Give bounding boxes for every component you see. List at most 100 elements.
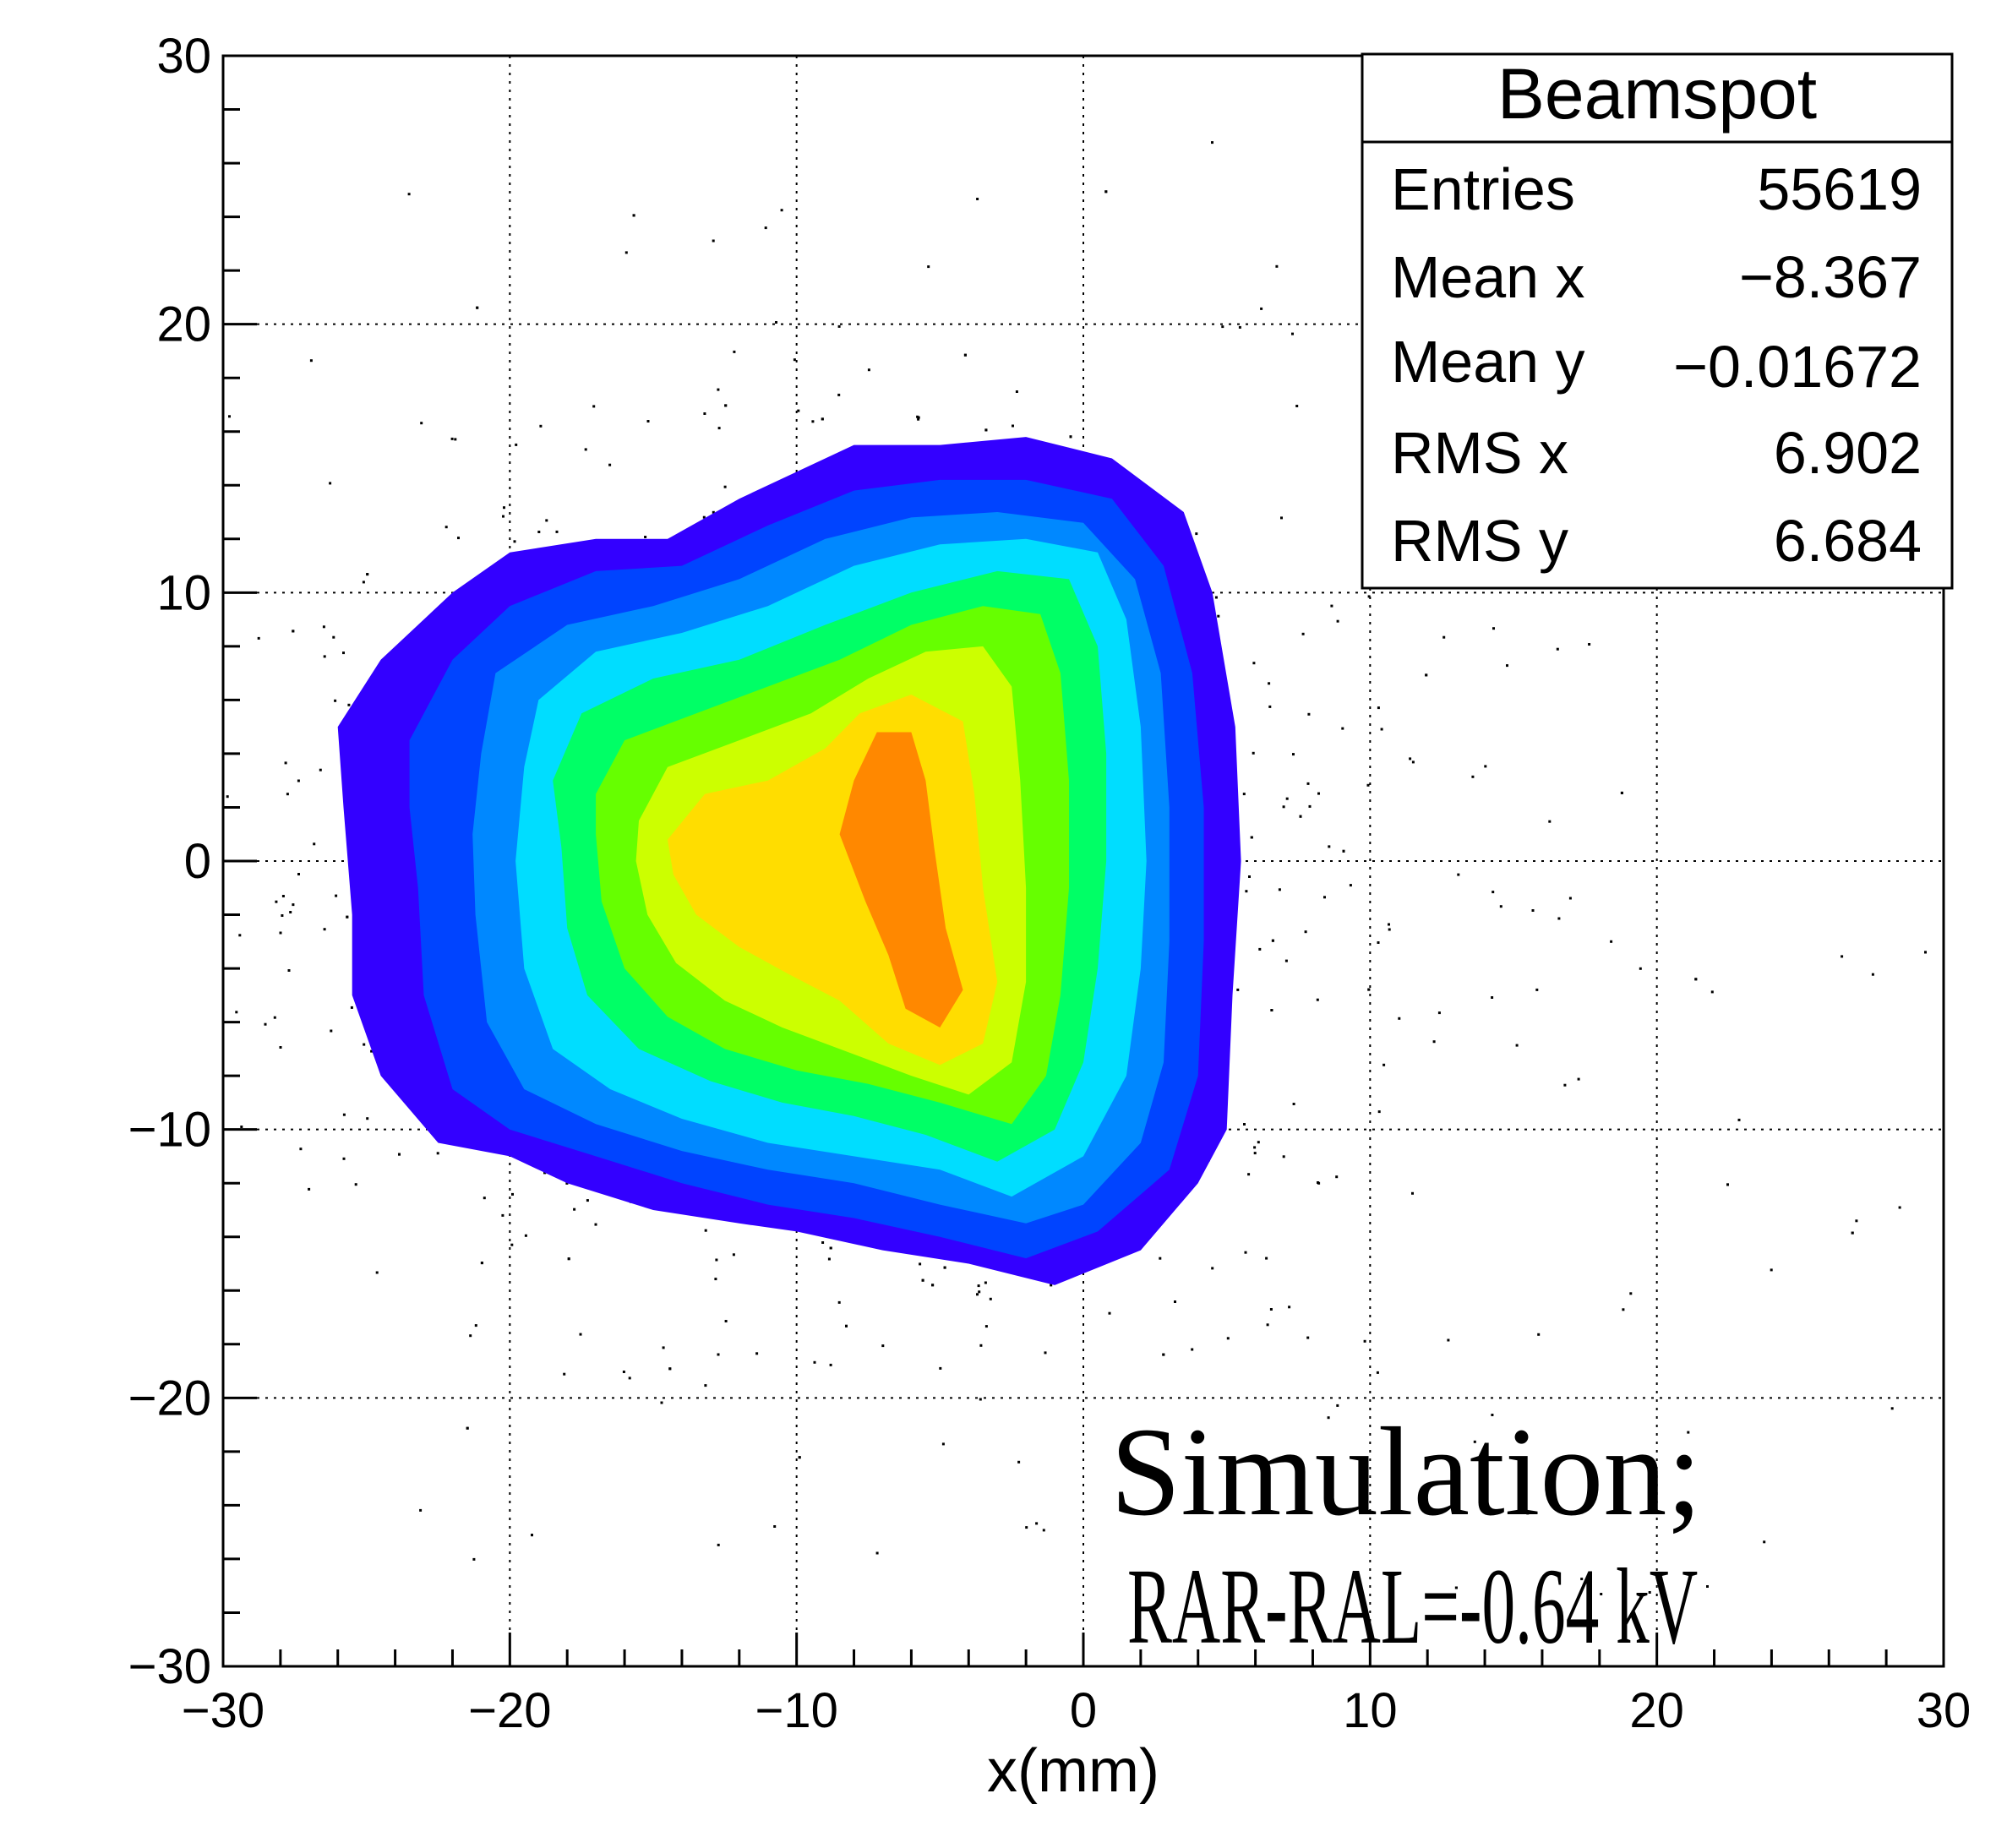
y-tick-label: 10 bbox=[156, 565, 211, 620]
scatter-point bbox=[1044, 1351, 1047, 1355]
scatter-point bbox=[1492, 627, 1495, 630]
scatter-point bbox=[1266, 1323, 1269, 1327]
scatter-point bbox=[1275, 264, 1279, 268]
scatter-point bbox=[592, 405, 596, 408]
scatter-point bbox=[1295, 405, 1299, 407]
scatter-point bbox=[927, 265, 930, 269]
scatter-point bbox=[297, 873, 300, 875]
scatter-point bbox=[780, 209, 783, 212]
scatter-point bbox=[1491, 996, 1494, 999]
scatter-point bbox=[292, 903, 295, 907]
scatter-point bbox=[1247, 1173, 1251, 1176]
scatter-point bbox=[732, 1253, 735, 1257]
scatter-point bbox=[867, 368, 870, 372]
scatter-point bbox=[1531, 909, 1535, 912]
scatter-point bbox=[1270, 1009, 1273, 1011]
scatter-point bbox=[469, 1334, 472, 1338]
y-tick-label: 0 bbox=[184, 834, 211, 889]
scatter-point bbox=[1042, 1529, 1045, 1532]
scatter-point bbox=[1285, 797, 1289, 800]
scatter-point bbox=[1284, 959, 1288, 962]
scatter-point bbox=[989, 1297, 992, 1300]
scatter-point bbox=[1017, 1460, 1021, 1464]
scatter-point bbox=[1257, 1141, 1260, 1144]
scatter-point bbox=[1454, 1586, 1458, 1589]
scatter-point bbox=[457, 537, 460, 540]
stats-label-mean-y: Mean y bbox=[1391, 329, 1585, 395]
scatter-point bbox=[323, 928, 326, 931]
scatter-point bbox=[1211, 1267, 1214, 1270]
scatter-point bbox=[297, 779, 300, 782]
scatter-point bbox=[436, 1152, 439, 1155]
scatter-point bbox=[330, 1029, 333, 1033]
scatter-point bbox=[319, 768, 322, 771]
scatter-point bbox=[1515, 1044, 1519, 1047]
scatter-point bbox=[1327, 1416, 1330, 1420]
y-tick-labels: −30 −20 −10 0 10 20 30 bbox=[128, 29, 211, 1694]
scatter-point bbox=[579, 1333, 582, 1336]
scatter-point bbox=[1335, 1175, 1339, 1179]
scatter-point bbox=[1226, 1337, 1230, 1340]
stats-value-rms-y: 6.684 bbox=[1774, 508, 1922, 574]
scatter-point bbox=[524, 1234, 527, 1237]
scatter-point bbox=[724, 1320, 728, 1322]
scatter-point bbox=[1610, 940, 1613, 943]
scatter-point bbox=[281, 895, 285, 897]
scatter-point bbox=[646, 420, 650, 422]
scatter-point bbox=[1299, 815, 1302, 818]
scatter-point bbox=[1484, 765, 1487, 768]
scatter-point bbox=[628, 1376, 631, 1380]
scatter-point bbox=[474, 1324, 477, 1327]
scatter-point bbox=[1377, 1110, 1381, 1114]
scatter-point bbox=[240, 1126, 243, 1128]
x-tick-label: 30 bbox=[1917, 1683, 1971, 1738]
scatter-point bbox=[704, 1384, 707, 1387]
scatter-point bbox=[1620, 791, 1623, 794]
scatter-point bbox=[515, 443, 518, 446]
stats-value-rms-x: 6.902 bbox=[1774, 420, 1922, 486]
scatter-point bbox=[1706, 1585, 1709, 1588]
scatter-point bbox=[1317, 1181, 1319, 1184]
scatter-point bbox=[1244, 1251, 1247, 1254]
scatter-point bbox=[1323, 896, 1326, 899]
y-axis-ticks bbox=[223, 54, 257, 1668]
scatter-point bbox=[979, 1398, 982, 1401]
scatter-point bbox=[712, 510, 715, 514]
scatter-point bbox=[717, 1543, 720, 1546]
scatter-point bbox=[1268, 682, 1271, 685]
scatter-point bbox=[1924, 951, 1927, 954]
scatter-point bbox=[1304, 930, 1307, 934]
scatter-point bbox=[1377, 706, 1380, 710]
scatter-point bbox=[226, 795, 229, 799]
scatter-point bbox=[1015, 390, 1018, 393]
scatter-point bbox=[1425, 673, 1428, 677]
scatter-point bbox=[483, 1197, 486, 1200]
scatter-point bbox=[931, 1284, 935, 1287]
scatter-point bbox=[273, 1016, 276, 1019]
scatter-point bbox=[363, 1043, 366, 1046]
scatter-point bbox=[407, 193, 411, 196]
scatter-point bbox=[921, 1278, 924, 1282]
scatter-point bbox=[510, 1243, 514, 1246]
scatter-point bbox=[1388, 928, 1391, 931]
scatter-point bbox=[1548, 820, 1552, 823]
stats-label-entries: Entries bbox=[1391, 156, 1575, 222]
contour-level-9 bbox=[839, 732, 963, 1028]
scatter-point bbox=[1492, 891, 1495, 894]
scatter-point bbox=[775, 321, 777, 324]
scatter-point bbox=[984, 1281, 987, 1284]
scatter-point bbox=[1380, 728, 1383, 731]
scatter-point bbox=[1316, 998, 1319, 1001]
scatter-point bbox=[1506, 664, 1508, 668]
scatter-point bbox=[329, 482, 332, 485]
scatter-point bbox=[1280, 516, 1283, 520]
scatter-point bbox=[513, 540, 516, 543]
scatter-point bbox=[472, 1557, 476, 1561]
scatter-point bbox=[1622, 1308, 1625, 1311]
scatter-point bbox=[1211, 141, 1213, 144]
scatter-point bbox=[837, 393, 841, 396]
scatter-point bbox=[543, 1171, 547, 1175]
scatter-point bbox=[1288, 1306, 1291, 1309]
scatter-point bbox=[977, 1284, 980, 1288]
scatter-point bbox=[1336, 1404, 1339, 1407]
